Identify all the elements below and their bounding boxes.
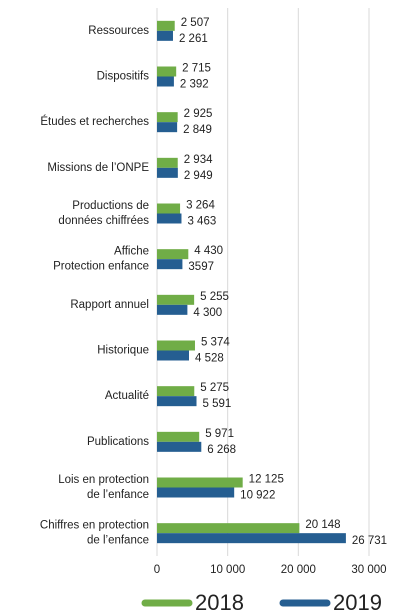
bar — [157, 396, 197, 407]
bar — [157, 249, 189, 260]
legend-label: 2019 — [333, 590, 382, 615]
value-label: 12 125 — [249, 474, 284, 486]
value-label: 5 255 — [200, 291, 229, 303]
category-label: Actualité — [105, 390, 149, 402]
bar — [157, 533, 346, 544]
bar — [157, 294, 195, 305]
category-label: Publications — [87, 436, 149, 448]
category-label: Lois en protection de l’enfance — [58, 474, 149, 501]
value-label: 5 591 — [203, 398, 232, 410]
bar — [157, 157, 178, 168]
value-label: 2 849 — [183, 124, 212, 136]
bar — [157, 523, 300, 534]
x-tick-label: 20 000 — [281, 564, 316, 576]
value-label: 2 925 — [184, 108, 213, 120]
bar — [157, 66, 177, 77]
value-label: 10 922 — [240, 490, 275, 502]
value-label: 2 715 — [182, 63, 211, 75]
value-label: 4 528 — [195, 353, 224, 365]
category-label: Dispositifs — [97, 71, 150, 83]
x-tick-label: 10 000 — [210, 564, 245, 576]
x-tick-label: 30 000 — [351, 564, 386, 576]
category-label: Productions de données chiffrées — [58, 200, 149, 227]
category-label: Historique — [97, 345, 149, 357]
bar — [157, 76, 174, 87]
bar — [157, 20, 175, 31]
value-label: 5 275 — [200, 382, 229, 394]
value-label: 6 268 — [207, 444, 236, 456]
category-label: Rapport annuel — [70, 299, 149, 311]
bar — [157, 340, 195, 351]
value-label: 5 374 — [201, 337, 230, 349]
bar — [157, 431, 200, 442]
category-label: Chiffres en protection de l’enfance — [40, 520, 149, 547]
value-label: 3597 — [188, 261, 214, 273]
legend-label: 2018 — [195, 590, 244, 615]
bar — [157, 441, 202, 452]
bar — [157, 259, 183, 270]
value-label: 2 934 — [184, 154, 213, 166]
category-label: Ressources — [88, 25, 149, 37]
bar — [157, 304, 188, 315]
bar — [157, 30, 173, 41]
bar — [157, 386, 195, 397]
bar — [157, 487, 235, 498]
category-label: Études et recherches — [40, 115, 149, 128]
value-label: 20 148 — [305, 519, 340, 531]
value-label: 2 507 — [181, 17, 210, 29]
bar — [157, 350, 189, 361]
value-label: 4 300 — [193, 307, 222, 319]
bar — [157, 167, 178, 178]
value-label: 5 971 — [205, 428, 234, 440]
value-label: 3 264 — [186, 200, 215, 212]
value-label: 4 430 — [194, 245, 223, 257]
value-label: 3 463 — [187, 216, 216, 228]
bar — [157, 122, 178, 133]
category-label: Missions de l’ONPE — [47, 162, 149, 174]
value-label: 26 731 — [352, 535, 387, 547]
x-tick-label: 0 — [154, 564, 160, 576]
category-label: Affiche Protection enfance — [53, 246, 149, 273]
value-label: 2 261 — [179, 33, 208, 45]
bar — [157, 477, 243, 488]
value-label: 2 392 — [180, 79, 209, 91]
value-label: 2 949 — [184, 170, 213, 182]
bar — [157, 213, 182, 224]
bar — [157, 203, 181, 214]
bar — [157, 112, 178, 123]
